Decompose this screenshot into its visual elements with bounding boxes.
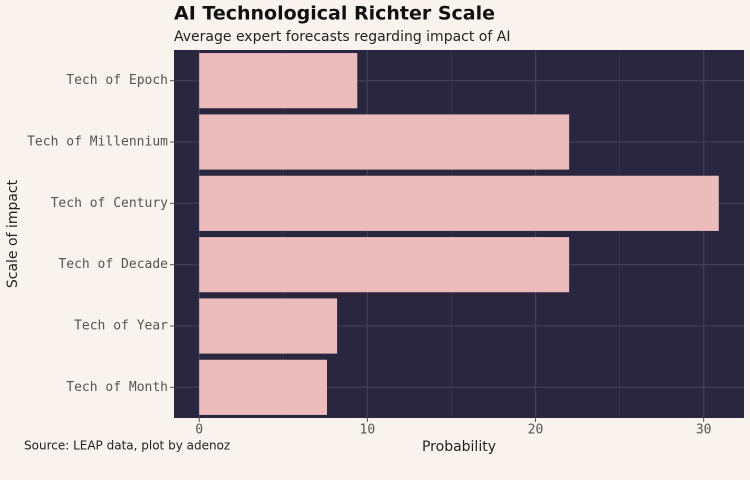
bar — [199, 237, 570, 293]
y-tick-label: Tech of Month — [66, 380, 168, 395]
bar — [199, 114, 570, 170]
plot-panel — [174, 50, 744, 418]
chart-subtitle: Average expert forecasts regarding impac… — [174, 29, 510, 45]
y-tick-label: Tech of Decade — [58, 257, 168, 272]
bar — [199, 359, 328, 415]
y-tick-label: Tech of Millennium — [27, 135, 168, 150]
caption: Source: LEAP data, plot by adenoz — [24, 439, 230, 453]
x-tick-label: 10 — [360, 423, 376, 438]
bar — [199, 53, 358, 109]
x-tick-label: 20 — [528, 423, 544, 438]
y-tick-label: Tech of Century — [51, 196, 169, 211]
x-axis-title: Probability — [422, 439, 496, 455]
bar — [199, 175, 719, 231]
y-axis-title: Scale of impact — [5, 179, 21, 288]
chart-title: AI Technological Richter Scale — [174, 3, 495, 25]
x-tick-label: 30 — [696, 423, 712, 438]
bar — [199, 298, 338, 354]
y-tick-label: Tech of Year — [74, 319, 168, 334]
x-tick-label: 0 — [195, 423, 203, 438]
y-tick-label: Tech of Epoch — [66, 73, 168, 88]
